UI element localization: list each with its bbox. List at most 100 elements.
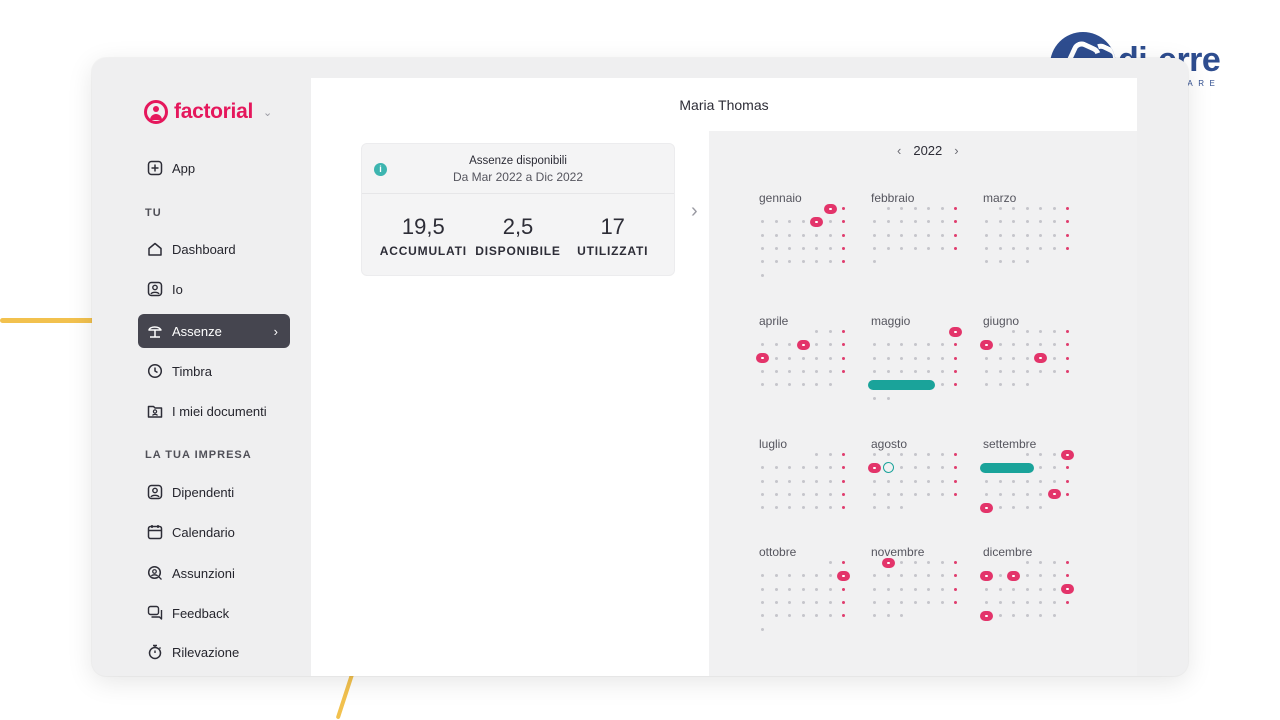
day-dot[interactable] [801,233,805,237]
day-dot[interactable] [842,233,845,237]
sidebar-item-assunzioni[interactable]: Assunzioni [138,556,290,590]
day-dot[interactable] [913,220,917,224]
day-dot[interactable] [1039,233,1042,237]
day-dot[interactable] [940,207,944,210]
day-dot[interactable] [1025,369,1029,373]
absence-marker[interactable] [980,570,993,581]
day-dot[interactable] [873,260,876,264]
day-dot[interactable] [774,220,778,224]
day-dot[interactable] [1066,600,1069,604]
day-dot[interactable] [1039,246,1042,250]
day-dot[interactable] [1025,260,1029,264]
day-dot[interactable] [1039,506,1042,510]
absences-card[interactable]: i Assenze disponibili Da Mar 2022 a Dic … [361,143,675,276]
day-dot[interactable] [842,369,845,373]
day-dot[interactable] [761,383,764,387]
absence-marker[interactable] [1061,584,1074,595]
day-dot[interactable] [842,561,845,564]
day-dot[interactable] [1052,233,1056,237]
day-dot[interactable] [1025,246,1029,250]
day-dot[interactable] [815,246,818,250]
day-dot[interactable] [1052,207,1056,210]
day-dot[interactable] [900,233,903,237]
day-dot[interactable] [761,574,764,578]
day-dot[interactable] [954,453,957,456]
day-dot[interactable] [774,506,778,510]
day-dot[interactable] [873,587,876,591]
day-dot[interactable] [927,343,930,347]
day-dot[interactable] [1025,330,1029,333]
absence-marker[interactable] [980,502,993,513]
day-dot[interactable] [873,492,876,496]
day-dot[interactable] [998,574,1002,578]
day-dot[interactable] [1012,506,1015,510]
day-dot[interactable] [886,233,890,237]
chevron-right-icon[interactable]: › [691,200,698,222]
day-dot[interactable] [1025,453,1029,456]
day-dot[interactable] [1066,574,1069,578]
vacation-marker[interactable] [980,462,1034,473]
day-dot[interactable] [900,453,903,456]
day-dot[interactable] [886,343,890,347]
day-dot[interactable] [985,356,988,360]
day-dot[interactable] [954,356,957,360]
day-dot[interactable] [828,492,832,496]
day-dot[interactable] [886,453,890,456]
day-dot[interactable] [815,466,818,470]
day-dot[interactable] [900,466,903,470]
day-dot[interactable] [913,207,917,210]
day-dot[interactable] [900,246,903,250]
day-dot[interactable] [774,246,778,250]
day-dot[interactable] [900,574,903,578]
day-dot[interactable] [788,574,791,578]
day-dot[interactable] [954,220,957,224]
day-dot[interactable] [842,492,845,496]
day-dot[interactable] [940,383,944,387]
day-dot[interactable] [842,220,845,224]
next-year-button[interactable]: › [954,143,959,158]
day-dot[interactable] [815,369,818,373]
day-dot[interactable] [900,479,903,483]
day-dot[interactable] [927,207,930,210]
day-dot[interactable] [1012,246,1015,250]
day-dot[interactable] [954,369,957,373]
day-dot[interactable] [842,356,845,360]
day-dot[interactable] [998,506,1002,510]
day-dot[interactable] [1066,479,1069,483]
day-dot[interactable] [1012,220,1015,224]
day-dot[interactable] [998,220,1002,224]
day-dot[interactable] [1025,561,1029,564]
day-dot[interactable] [913,600,917,604]
day-dot[interactable] [828,561,832,564]
day-dot[interactable] [985,260,988,264]
day-dot[interactable] [788,479,791,483]
day-dot[interactable] [774,587,778,591]
day-dot[interactable] [954,561,957,564]
sidebar-item-dipendenti[interactable]: Dipendenti [138,475,290,509]
day-dot[interactable] [1025,233,1029,237]
day-dot[interactable] [873,396,876,400]
day-dot[interactable] [998,479,1002,483]
day-dot[interactable] [1012,614,1015,618]
day-dot[interactable] [761,506,764,510]
day-dot[interactable] [774,600,778,604]
day-dot[interactable] [828,466,832,470]
day-dot[interactable] [1052,466,1056,470]
day-dot[interactable] [873,574,876,578]
absence-marker[interactable] [810,216,823,227]
day-dot[interactable] [927,356,930,360]
day-dot[interactable] [886,356,890,360]
absence-marker[interactable] [980,610,993,621]
day-dot[interactable] [998,246,1002,250]
day-dot[interactable] [927,246,930,250]
day-dot[interactable] [1025,587,1029,591]
day-dot[interactable] [1066,356,1069,360]
day-dot[interactable] [1066,492,1069,496]
day-dot[interactable] [940,479,944,483]
day-dot[interactable] [761,260,764,264]
day-dot[interactable] [900,587,903,591]
day-dot[interactable] [1052,343,1056,347]
day-dot[interactable] [828,587,832,591]
day-dot[interactable] [900,561,903,564]
day-dot[interactable] [1039,561,1042,564]
